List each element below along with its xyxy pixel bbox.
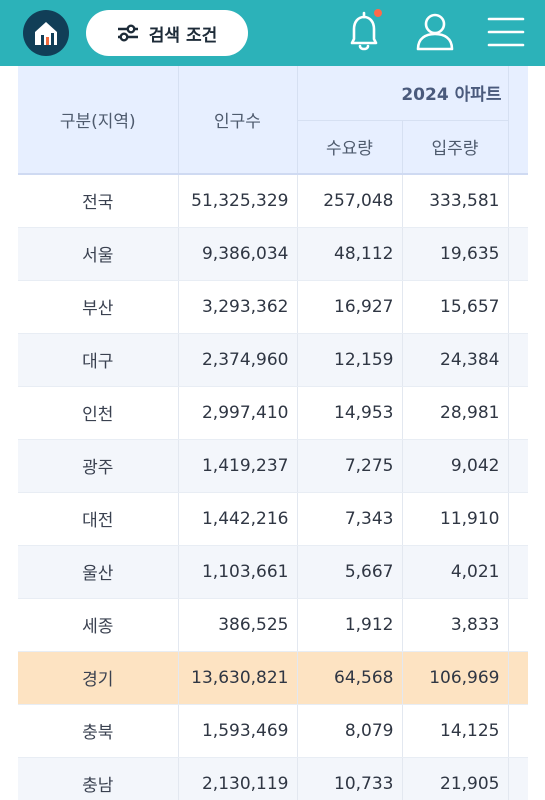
population-cell: 1,593,469 bbox=[178, 704, 298, 758]
menu-button[interactable] bbox=[486, 14, 526, 50]
region-cell: 충북 bbox=[18, 704, 179, 758]
population-cell: 51,325,329 bbox=[178, 174, 298, 228]
notifications-button[interactable] bbox=[342, 9, 386, 55]
table-row: 인천 2,997,410 14,953 28,981 bbox=[18, 386, 528, 440]
supply-cell: 333,581 bbox=[402, 174, 509, 228]
population-cell: 13,630,821 bbox=[178, 651, 298, 705]
overflow-cell bbox=[508, 704, 528, 758]
user-icon bbox=[416, 13, 454, 51]
overflow-cell bbox=[508, 174, 528, 228]
supply-cell: 3,833 bbox=[402, 598, 509, 652]
overflow-cell bbox=[508, 227, 528, 281]
region-cell: 대구 bbox=[18, 333, 179, 387]
demand-cell: 10,733 bbox=[297, 757, 403, 800]
overflow-cell bbox=[508, 386, 528, 440]
population-cell: 2,130,119 bbox=[178, 757, 298, 800]
table-row: 대전 1,442,216 7,343 11,910 bbox=[18, 492, 528, 546]
overflow-cell bbox=[508, 280, 528, 334]
supply-cell: 15,657 bbox=[402, 280, 509, 334]
table-row: 대구 2,374,960 12,159 24,384 bbox=[18, 333, 528, 387]
region-cell: 충남 bbox=[18, 757, 179, 800]
table-row: 경기 13,630,821 64,568 106,969 bbox=[18, 651, 528, 705]
population-cell: 386,525 bbox=[178, 598, 298, 652]
region-cell: 인천 bbox=[18, 386, 179, 440]
region-cell: 부산 bbox=[18, 280, 179, 334]
table-header: 구분(지역) 인구수 2024 아파트 수요량 입주량 bbox=[18, 66, 528, 174]
population-cell: 1,442,216 bbox=[178, 492, 298, 546]
column-header-region: 구분(지역) bbox=[18, 66, 179, 174]
overflow-cell bbox=[508, 545, 528, 599]
population-cell: 3,293,362 bbox=[178, 280, 298, 334]
search-conditions-label: 검색 조건 bbox=[148, 25, 218, 46]
overflow-cell bbox=[508, 598, 528, 652]
table-row: 세종 386,525 1,912 3,833 bbox=[18, 598, 528, 652]
supply-cell: 24,384 bbox=[402, 333, 509, 387]
data-table-container[interactable]: 구분(지역) 인구수 2024 아파트 수요량 입주량 전국 51,325,329… bbox=[0, 66, 545, 800]
population-cell: 1,103,661 bbox=[178, 545, 298, 599]
home-icon bbox=[35, 22, 57, 45]
demand-cell: 7,275 bbox=[297, 439, 403, 493]
app-header: 검색 조건 bbox=[0, 0, 545, 66]
column-header-supply: 입주량 bbox=[402, 119, 509, 174]
table-body: 전국 51,325,329 257,048 333,581 서울 9,386,034 48,… bbox=[18, 174, 528, 800]
table-row: 광주 1,419,237 7,275 9,042 bbox=[18, 439, 528, 493]
region-cell: 경기 bbox=[18, 651, 179, 705]
menu-icon bbox=[487, 17, 525, 47]
column-header-2024-apartment: 2024 아파트 bbox=[297, 66, 509, 120]
column-header-demand: 수요량 bbox=[297, 119, 403, 174]
region-cell: 서울 bbox=[18, 227, 179, 281]
table-row: 울산 1,103,661 5,667 4,021 bbox=[18, 545, 528, 599]
notification-dot bbox=[374, 9, 382, 17]
demand-cell: 12,159 bbox=[297, 333, 403, 387]
apartment-supply-table: 구분(지역) 인구수 2024 아파트 수요량 입주량 전국 51,325,329… bbox=[18, 66, 528, 800]
supply-cell: 28,981 bbox=[402, 386, 509, 440]
overflow-cell bbox=[508, 492, 528, 546]
table-row: 전국 51,325,329 257,048 333,581 bbox=[18, 174, 528, 228]
table-row: 충북 1,593,469 8,079 14,125 bbox=[18, 704, 528, 758]
supply-cell: 21,905 bbox=[402, 757, 509, 800]
demand-cell: 1,912 bbox=[297, 598, 403, 652]
population-cell: 2,997,410 bbox=[178, 386, 298, 440]
overflow-cell bbox=[508, 439, 528, 493]
region-cell: 울산 bbox=[18, 545, 179, 599]
overflow-cell bbox=[508, 333, 528, 387]
supply-cell: 14,125 bbox=[402, 704, 509, 758]
supply-cell: 19,635 bbox=[402, 227, 509, 281]
region-cell: 대전 bbox=[18, 492, 179, 546]
search-conditions-button[interactable]: 검색 조건 bbox=[86, 10, 248, 56]
population-cell: 1,419,237 bbox=[178, 439, 298, 493]
region-cell: 광주 bbox=[18, 439, 179, 493]
region-cell: 전국 bbox=[18, 174, 179, 228]
supply-cell: 4,021 bbox=[402, 545, 509, 599]
supply-cell: 11,910 bbox=[402, 492, 509, 546]
population-cell: 9,386,034 bbox=[178, 227, 298, 281]
demand-cell: 14,953 bbox=[297, 386, 403, 440]
demand-cell: 7,343 bbox=[297, 492, 403, 546]
table-row: 부산 3,293,362 16,927 15,657 bbox=[18, 280, 528, 334]
column-header-overflow bbox=[508, 66, 528, 174]
supply-cell: 9,042 bbox=[402, 439, 509, 493]
supply-cell: 106,969 bbox=[402, 651, 509, 705]
demand-cell: 5,667 bbox=[297, 545, 403, 599]
demand-cell: 8,079 bbox=[297, 704, 403, 758]
population-cell: 2,374,960 bbox=[178, 333, 298, 387]
bell-icon bbox=[350, 11, 378, 51]
demand-cell: 16,927 bbox=[297, 280, 403, 334]
overflow-cell bbox=[508, 757, 528, 800]
demand-cell: 257,048 bbox=[297, 174, 403, 228]
demand-cell: 64,568 bbox=[297, 651, 403, 705]
sliders-icon bbox=[117, 24, 138, 42]
region-cell: 세종 bbox=[18, 598, 179, 652]
home-button[interactable] bbox=[23, 10, 69, 56]
table-row: 충남 2,130,119 10,733 21,905 bbox=[18, 757, 528, 800]
demand-cell: 48,112 bbox=[297, 227, 403, 281]
table-row: 서울 9,386,034 48,112 19,635 bbox=[18, 227, 528, 281]
user-profile-button[interactable] bbox=[413, 9, 457, 55]
overflow-cell bbox=[508, 651, 528, 705]
column-header-population: 인구수 bbox=[178, 66, 298, 174]
